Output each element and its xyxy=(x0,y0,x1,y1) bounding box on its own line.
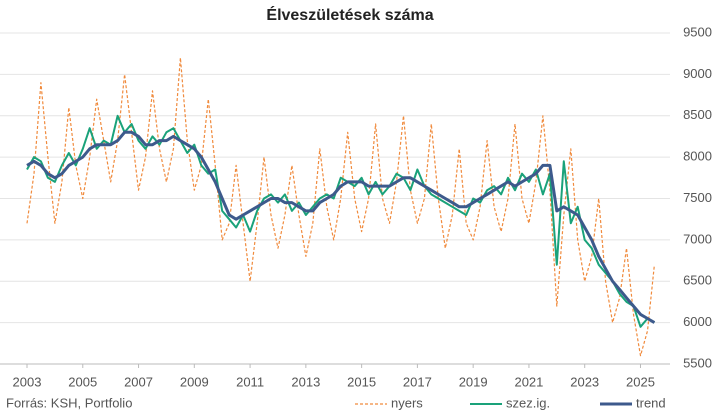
x-tick-label: 2015 xyxy=(347,374,376,389)
y-tick-label: 9500 xyxy=(683,24,712,39)
x-tick-label: 2019 xyxy=(459,374,488,389)
x-tick-label: 2021 xyxy=(514,374,543,389)
x-tick-label: 2023 xyxy=(570,374,599,389)
y-tick-label: 5500 xyxy=(683,355,712,370)
y-tick-label: 6500 xyxy=(683,273,712,288)
x-tick-label: 2025 xyxy=(626,374,655,389)
chart-title: Élveszületések száma xyxy=(266,5,433,24)
x-tick-label: 2003 xyxy=(13,374,42,389)
y-tick-label: 7500 xyxy=(683,190,712,205)
source: Forrás: KSH, Portfolio xyxy=(6,395,132,410)
series-line xyxy=(26,114,655,328)
x-tick-label: 2005 xyxy=(68,374,97,389)
x-tick-label: 2007 xyxy=(124,374,153,389)
y-tick-label: 8500 xyxy=(683,107,712,122)
y-tick-label: 8000 xyxy=(683,149,712,164)
legend-label: szez.ig. xyxy=(506,395,550,410)
x-tick-label: 2017 xyxy=(403,374,432,389)
y-tick-label: 6000 xyxy=(683,314,712,329)
x-tick-label: 2011 xyxy=(236,374,264,389)
legend-label: trend xyxy=(636,395,666,410)
y-tick-label: 7000 xyxy=(683,231,712,246)
x-tick-label: 2013 xyxy=(291,374,320,389)
series-line xyxy=(26,130,656,324)
x-tick-label: 2009 xyxy=(180,374,209,389)
legend-label: nyers xyxy=(391,395,423,410)
y-tick-label: 9000 xyxy=(683,66,712,81)
